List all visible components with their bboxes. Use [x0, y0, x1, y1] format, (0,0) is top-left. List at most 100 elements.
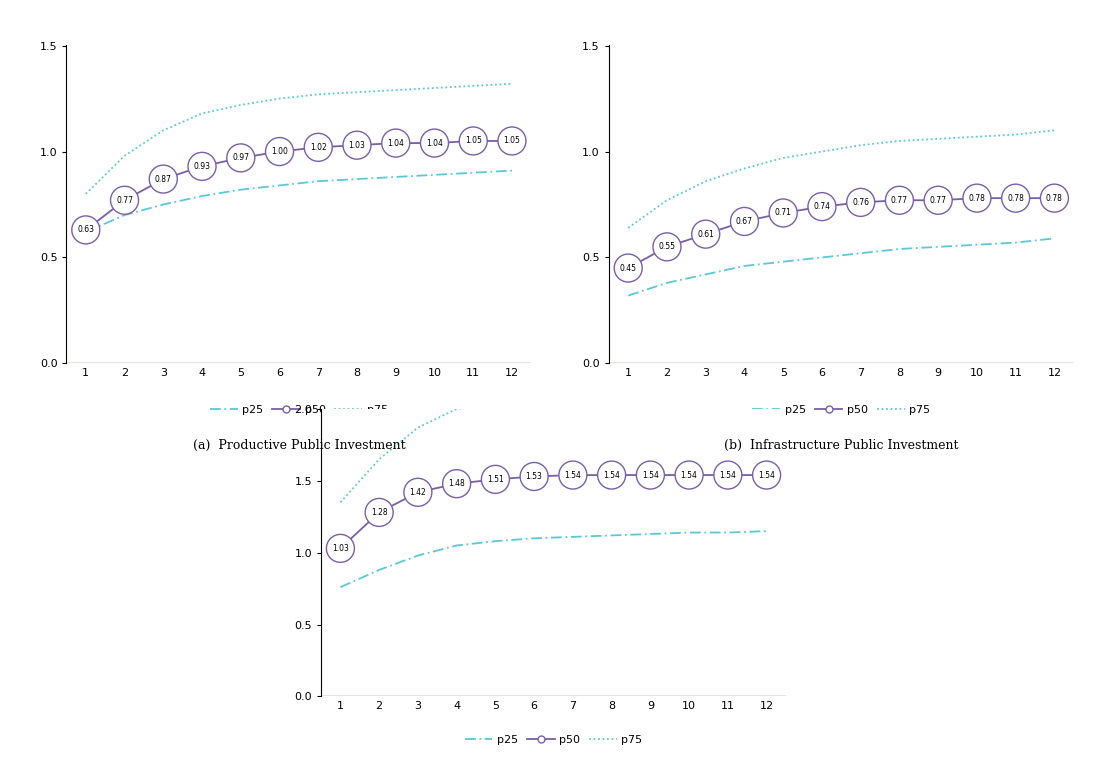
- p25: [467, 168, 480, 177]
- p50: [234, 154, 247, 163]
- Ellipse shape: [598, 461, 625, 489]
- p75: [721, 394, 734, 403]
- p75: [427, 83, 441, 92]
- Text: 1.54: 1.54: [681, 471, 697, 479]
- p25: [604, 531, 618, 540]
- p50: [372, 508, 385, 517]
- p75: [970, 132, 983, 142]
- p75: [643, 394, 656, 403]
- Text: 0.77: 0.77: [891, 196, 908, 204]
- p50: [931, 196, 944, 205]
- p50: [970, 194, 983, 203]
- p75: [79, 189, 92, 198]
- Text: 1.53: 1.53: [526, 472, 542, 481]
- p25: [449, 541, 463, 550]
- p50: [1047, 194, 1061, 203]
- p25: [312, 176, 325, 185]
- p50: [390, 139, 403, 148]
- Line: p25: p25: [340, 531, 766, 587]
- Ellipse shape: [482, 466, 509, 494]
- p75: [682, 394, 695, 403]
- Text: 1.54: 1.54: [603, 471, 620, 479]
- p75: [333, 498, 346, 507]
- p25: [427, 170, 441, 179]
- Ellipse shape: [382, 129, 410, 157]
- Ellipse shape: [886, 186, 913, 214]
- p25: [622, 291, 635, 300]
- p50: [449, 479, 463, 488]
- Ellipse shape: [637, 461, 664, 489]
- Ellipse shape: [266, 138, 293, 166]
- p25: [350, 175, 363, 184]
- p25: [721, 528, 734, 537]
- p75: [527, 396, 540, 405]
- p50: [700, 229, 713, 238]
- p50: [721, 471, 734, 480]
- Text: 1.05: 1.05: [504, 136, 520, 145]
- p75: [156, 126, 169, 135]
- p75: [892, 136, 906, 145]
- p50: [312, 143, 325, 152]
- p75: [272, 94, 286, 103]
- Ellipse shape: [520, 463, 548, 491]
- p25: [272, 181, 286, 190]
- p25: [411, 551, 424, 560]
- Ellipse shape: [365, 498, 393, 526]
- p25: [855, 248, 868, 257]
- p50: [1008, 194, 1022, 203]
- Text: (b)  Infrastructure Public Investment: (b) Infrastructure Public Investment: [724, 439, 959, 452]
- Line: p75: p75: [340, 399, 766, 503]
- Text: 0.78: 0.78: [1046, 194, 1063, 203]
- Ellipse shape: [559, 461, 587, 489]
- Ellipse shape: [327, 534, 354, 562]
- Text: 0.45: 0.45: [620, 263, 637, 273]
- Line: p50: p50: [340, 475, 766, 548]
- p25: [372, 565, 385, 575]
- Ellipse shape: [443, 469, 470, 497]
- Ellipse shape: [111, 186, 138, 214]
- Line: p75: p75: [629, 130, 1054, 228]
- p25: [390, 173, 403, 182]
- p25: [759, 527, 773, 536]
- Text: 1.02: 1.02: [310, 143, 327, 152]
- p25: [234, 185, 247, 195]
- Ellipse shape: [149, 165, 177, 193]
- p50: [79, 226, 92, 235]
- p75: [622, 223, 635, 232]
- p25: [660, 279, 673, 288]
- p25: [156, 200, 169, 209]
- Text: 0.55: 0.55: [659, 242, 675, 251]
- p50: [411, 488, 424, 497]
- p75: [234, 101, 247, 110]
- p50: [527, 472, 540, 481]
- p50: [467, 136, 480, 145]
- p50: [195, 162, 208, 171]
- p50: [737, 217, 751, 226]
- p25: [970, 240, 983, 249]
- p25: [566, 532, 580, 541]
- Ellipse shape: [692, 220, 720, 248]
- p25: [682, 528, 695, 537]
- p50: [350, 141, 363, 150]
- Text: 0.76: 0.76: [852, 198, 869, 207]
- p50: [156, 175, 169, 184]
- p75: [700, 176, 713, 185]
- p25: [1008, 238, 1022, 248]
- Ellipse shape: [675, 461, 703, 489]
- Text: 1.48: 1.48: [448, 479, 465, 488]
- p75: [488, 399, 501, 408]
- Ellipse shape: [1041, 184, 1068, 212]
- p75: [855, 141, 868, 150]
- Text: 0.77: 0.77: [116, 196, 133, 204]
- Ellipse shape: [769, 199, 797, 227]
- p75: [737, 164, 751, 173]
- p25: [333, 583, 346, 592]
- Line: p25: p25: [629, 238, 1054, 295]
- Ellipse shape: [731, 207, 758, 235]
- Ellipse shape: [72, 216, 100, 244]
- p50: [488, 475, 501, 484]
- p25: [79, 228, 92, 237]
- p25: [527, 534, 540, 543]
- Text: 1.00: 1.00: [271, 147, 288, 156]
- Ellipse shape: [188, 152, 216, 180]
